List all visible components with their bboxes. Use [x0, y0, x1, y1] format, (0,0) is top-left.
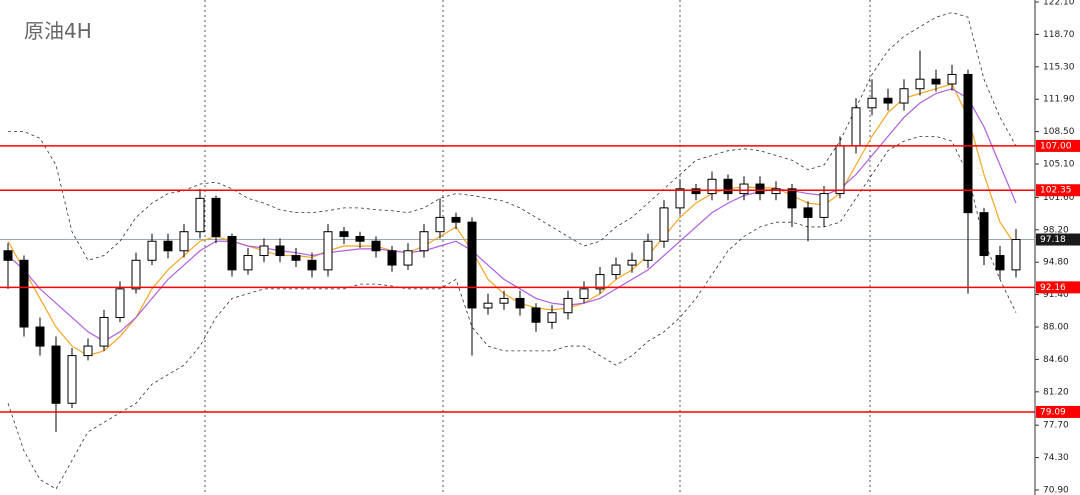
candle-body [307, 259, 317, 271]
y-tick-label: 84.60 [1043, 355, 1069, 365]
candle-body [563, 297, 573, 314]
level-label-box [1036, 184, 1080, 197]
indicator-line [7, 88, 1017, 343]
y-tick-label: 115.30 [1043, 62, 1075, 72]
candle-body [243, 255, 253, 271]
candle-body [291, 255, 301, 261]
candle-body [387, 250, 397, 266]
candle-body [275, 245, 285, 257]
last-price-label: 97.18 [1040, 235, 1066, 245]
y-tick-label: 101.60 [1043, 193, 1075, 203]
candle-body [83, 345, 93, 357]
y-tick-label: 108.50 [1043, 127, 1075, 137]
candle-body [435, 216, 445, 233]
candle-body [467, 221, 477, 309]
candle-body [403, 250, 413, 266]
candle-body [851, 107, 861, 147]
candle-body [659, 207, 669, 242]
candle-body [755, 183, 765, 195]
candle-body [819, 193, 829, 218]
candle-body [323, 231, 333, 271]
candle-body [979, 212, 989, 257]
candle-body [627, 259, 637, 266]
candle-body [227, 235, 237, 271]
candle-body [675, 188, 685, 209]
candle-body [691, 188, 701, 195]
y-tick-label: 118.70 [1043, 30, 1075, 40]
candle-body [355, 235, 365, 242]
level-label: 79.09 [1040, 407, 1066, 417]
candle-body [723, 178, 733, 195]
level-label-box [1036, 405, 1080, 418]
candle-body [531, 307, 541, 323]
candle-body [707, 178, 717, 195]
y-tick-label: 74.30 [1043, 453, 1069, 463]
candle-body [931, 78, 941, 85]
candle-body [483, 302, 493, 309]
y-tick-label: 105.10 [1043, 160, 1075, 170]
level-label: 102.35 [1040, 186, 1072, 196]
candle-body [195, 197, 205, 233]
candle-body [51, 345, 61, 404]
y-tick-label: 122.10 [1043, 0, 1075, 8]
level-label-box [1036, 281, 1080, 294]
candle-body [515, 297, 525, 309]
level-label-box [1036, 139, 1080, 152]
candle-body [19, 259, 29, 328]
y-tick-label: 70.90 [1043, 486, 1069, 495]
candle-body [131, 259, 141, 290]
candle-body [3, 250, 13, 261]
level-label: 107.00 [1040, 141, 1072, 151]
candle-body [99, 316, 109, 347]
candle-body [211, 197, 221, 237]
candle-body [67, 355, 77, 404]
candle-body [947, 73, 957, 85]
candle-body [35, 326, 45, 347]
level-label: 92.16 [1040, 283, 1066, 293]
y-tick-label: 94.80 [1043, 258, 1069, 268]
indicator-line [7, 135, 1017, 490]
y-tick-label: 77.70 [1043, 421, 1069, 431]
y-tick-label: 98.20 [1043, 225, 1069, 235]
y-tick-label: 111.90 [1043, 95, 1075, 105]
candle-body [739, 183, 749, 195]
candle-body [1011, 239, 1021, 271]
candle-body [499, 297, 509, 304]
candle-body [803, 207, 813, 218]
candle-body [915, 78, 925, 90]
candle-body [147, 240, 157, 261]
candle-body [835, 145, 845, 195]
candle-body [579, 288, 589, 299]
candle-body [371, 240, 381, 252]
candle-body [547, 312, 557, 323]
candle-body [179, 231, 189, 252]
indicator-line [8, 12, 1017, 261]
candle-body [867, 97, 877, 109]
candle-body [419, 231, 429, 252]
candle-body [451, 216, 461, 223]
y-tick-label: 81.20 [1043, 387, 1069, 397]
candle-body [611, 264, 621, 276]
y-tick-label: 88.00 [1043, 323, 1069, 333]
candle-body [643, 240, 653, 261]
candle-body [339, 231, 349, 237]
y-tick-label: 91.40 [1043, 290, 1069, 300]
last-price-box [1036, 233, 1080, 246]
candle-body [963, 73, 973, 214]
candle-body [771, 188, 781, 195]
candle-body [899, 88, 909, 104]
candle-body [259, 245, 269, 257]
indicator-line [7, 83, 1017, 357]
candle-body [883, 97, 893, 104]
candle-body [995, 255, 1005, 271]
candle-body [787, 188, 797, 209]
candle-body [163, 240, 173, 252]
chart-title: 原油4H [24, 19, 92, 43]
candle-body [115, 288, 125, 318]
candle-body [595, 274, 605, 290]
